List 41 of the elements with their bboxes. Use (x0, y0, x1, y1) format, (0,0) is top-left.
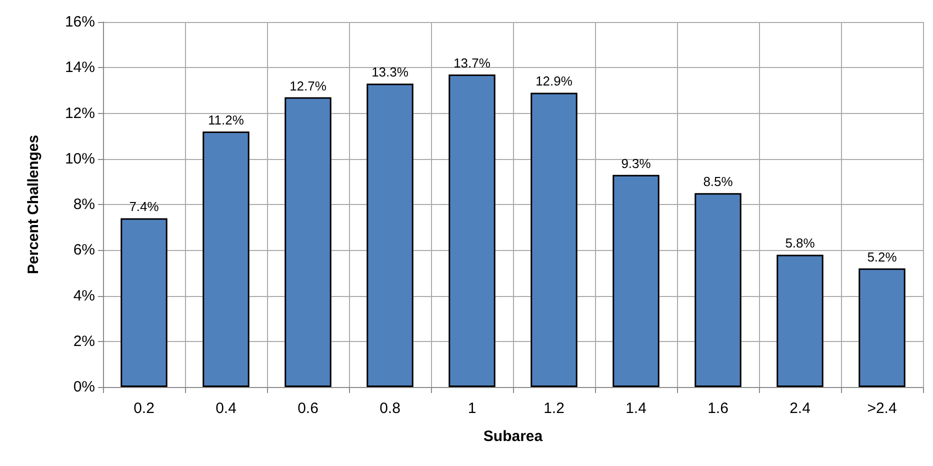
x-tick-label: 0.4 (216, 400, 236, 417)
x-tick-label: 0.6 (298, 400, 318, 417)
x-tick-label: 1.6 (708, 400, 728, 417)
y-tick-label: 0% (73, 378, 95, 396)
y-tick-label: 6% (73, 242, 95, 259)
y-axis-title: Percent Challenges (25, 134, 42, 274)
bar (202, 132, 250, 387)
x-tick-label: 0.2 (134, 400, 154, 417)
x-tick-label: >2.4 (867, 400, 897, 417)
bar (120, 218, 168, 387)
data-label: 5.2% (867, 249, 898, 264)
bar (858, 268, 906, 387)
bar (776, 254, 824, 387)
data-label: 9.3% (621, 156, 652, 171)
y-tick-label: 14% (64, 59, 95, 76)
bar (284, 97, 332, 387)
data-label: 13.7% (454, 55, 491, 70)
y-tick-label: 10% (64, 150, 95, 168)
data-label: 7.4% (129, 199, 160, 214)
y-tick-label: 8% (73, 196, 95, 213)
bar (694, 193, 742, 387)
data-label: 11.2% (208, 112, 244, 128)
y-tick-label: 4% (73, 287, 95, 304)
bar (612, 174, 660, 387)
data-label: 12.7% (290, 78, 327, 94)
y-tick-label: 16% (64, 14, 95, 30)
y-tick-label: 2% (73, 332, 95, 350)
data-label: 13.3% (372, 64, 409, 80)
x-tick-label: 0.8 (380, 400, 400, 417)
data-label: 8.5% (703, 174, 734, 190)
x-tick-label: 2.4 (790, 400, 810, 417)
data-label: 12.9% (536, 74, 573, 89)
y-tick-label: 12% (64, 104, 95, 122)
bar (530, 92, 578, 387)
x-tick-label: 1.4 (626, 400, 646, 417)
data-label: 5.8% (785, 236, 816, 251)
bar (366, 84, 414, 387)
x-tick-label: 1.2 (544, 400, 564, 417)
x-axis-title: Subarea (483, 428, 544, 445)
bar (448, 74, 496, 387)
x-tick-label: 1 (468, 400, 476, 417)
